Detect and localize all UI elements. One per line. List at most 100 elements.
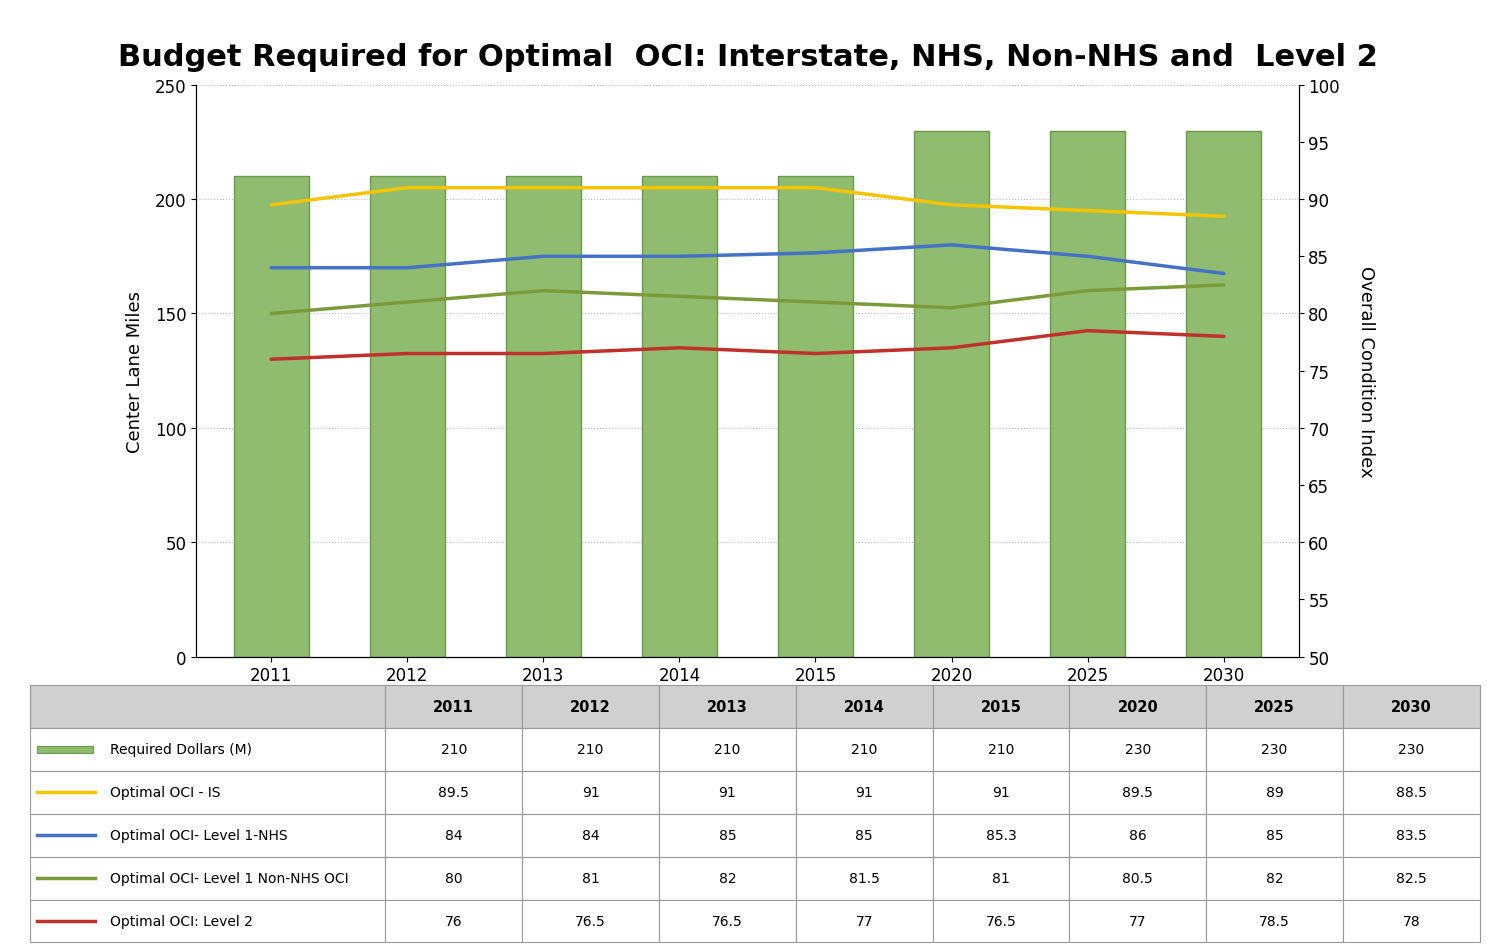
Text: 91: 91 <box>719 785 737 800</box>
FancyBboxPatch shape <box>1342 728 1480 771</box>
Text: 2030: 2030 <box>1391 700 1431 714</box>
FancyBboxPatch shape <box>1069 814 1206 857</box>
Text: 91: 91 <box>992 785 1010 800</box>
Text: 210: 210 <box>988 743 1015 757</box>
FancyBboxPatch shape <box>1342 900 1480 942</box>
Text: 2011: 2011 <box>433 700 474 714</box>
FancyBboxPatch shape <box>933 728 1069 771</box>
Text: Optimal OCI- Level 1 Non-NHS OCI: Optimal OCI- Level 1 Non-NHS OCI <box>110 871 349 885</box>
Bar <box>370 177 444 657</box>
Text: 91: 91 <box>855 785 873 800</box>
Bar <box>234 177 308 657</box>
Text: 82.5: 82.5 <box>1397 871 1427 885</box>
FancyBboxPatch shape <box>1069 771 1206 814</box>
FancyBboxPatch shape <box>30 771 385 814</box>
FancyBboxPatch shape <box>385 900 522 942</box>
FancyBboxPatch shape <box>796 857 933 900</box>
Text: 88.5: 88.5 <box>1395 785 1427 800</box>
Text: Optimal OCI - IS: Optimal OCI - IS <box>110 785 220 800</box>
Text: 210: 210 <box>852 743 877 757</box>
FancyBboxPatch shape <box>522 857 658 900</box>
Text: 76.5: 76.5 <box>713 914 743 928</box>
Title: Budget Required for Optimal  OCI: Interstate, NHS, Non-NHS and  Level 2: Budget Required for Optimal OCI: Interst… <box>118 43 1377 72</box>
Text: 230: 230 <box>1398 743 1424 757</box>
FancyBboxPatch shape <box>385 728 522 771</box>
Text: 80.5: 80.5 <box>1122 871 1154 885</box>
FancyBboxPatch shape <box>796 728 933 771</box>
Text: 81: 81 <box>581 871 599 885</box>
Text: 2025: 2025 <box>1255 700 1296 714</box>
FancyBboxPatch shape <box>658 900 796 942</box>
FancyBboxPatch shape <box>522 728 658 771</box>
FancyBboxPatch shape <box>796 814 933 857</box>
Text: 82: 82 <box>1265 871 1284 885</box>
Text: 85: 85 <box>1265 828 1284 843</box>
Text: 77: 77 <box>856 914 873 928</box>
Text: 86: 86 <box>1129 828 1146 843</box>
Text: Optimal OCI: Level 2: Optimal OCI: Level 2 <box>110 914 252 928</box>
Text: 230: 230 <box>1261 743 1288 757</box>
Text: Required Dollars (M): Required Dollars (M) <box>110 743 252 757</box>
Text: 230: 230 <box>1125 743 1151 757</box>
Text: 2013: 2013 <box>707 700 747 714</box>
FancyBboxPatch shape <box>933 814 1069 857</box>
Y-axis label: Overall Condition Index: Overall Condition Index <box>1356 266 1374 477</box>
FancyBboxPatch shape <box>30 814 385 857</box>
FancyBboxPatch shape <box>522 814 658 857</box>
FancyBboxPatch shape <box>522 900 658 942</box>
FancyBboxPatch shape <box>796 771 933 814</box>
FancyBboxPatch shape <box>385 814 522 857</box>
Text: 84: 84 <box>445 828 462 843</box>
FancyBboxPatch shape <box>1069 857 1206 900</box>
FancyBboxPatch shape <box>1342 857 1480 900</box>
Text: 89: 89 <box>1265 785 1284 800</box>
FancyBboxPatch shape <box>796 900 933 942</box>
FancyBboxPatch shape <box>658 685 796 728</box>
Text: 85: 85 <box>719 828 737 843</box>
Text: 84: 84 <box>581 828 599 843</box>
FancyBboxPatch shape <box>933 771 1069 814</box>
Y-axis label: Center Lane Miles: Center Lane Miles <box>125 290 143 452</box>
Text: 81.5: 81.5 <box>849 871 880 885</box>
Text: 2015: 2015 <box>980 700 1021 714</box>
FancyBboxPatch shape <box>658 771 796 814</box>
Text: 83.5: 83.5 <box>1397 828 1427 843</box>
FancyBboxPatch shape <box>1206 728 1342 771</box>
Text: 210: 210 <box>577 743 604 757</box>
FancyBboxPatch shape <box>1206 857 1342 900</box>
FancyBboxPatch shape <box>385 685 522 728</box>
Bar <box>1187 131 1261 657</box>
Bar <box>778 177 853 657</box>
Bar <box>1051 131 1125 657</box>
Text: 210: 210 <box>441 743 467 757</box>
FancyBboxPatch shape <box>658 857 796 900</box>
Text: 76.5: 76.5 <box>986 914 1016 928</box>
FancyBboxPatch shape <box>1206 685 1342 728</box>
Text: 91: 91 <box>581 785 599 800</box>
FancyBboxPatch shape <box>385 771 522 814</box>
Text: 85: 85 <box>855 828 873 843</box>
Text: 82: 82 <box>719 871 737 885</box>
Text: 85.3: 85.3 <box>986 828 1016 843</box>
Text: 89.5: 89.5 <box>1122 785 1154 800</box>
FancyBboxPatch shape <box>658 728 796 771</box>
FancyBboxPatch shape <box>1206 814 1342 857</box>
Text: 80: 80 <box>445 871 462 885</box>
FancyBboxPatch shape <box>522 771 658 814</box>
Bar <box>914 131 989 657</box>
FancyBboxPatch shape <box>1342 814 1480 857</box>
FancyBboxPatch shape <box>1342 685 1480 728</box>
Text: 89.5: 89.5 <box>438 785 470 800</box>
Text: 2012: 2012 <box>571 700 612 714</box>
Bar <box>506 177 581 657</box>
FancyBboxPatch shape <box>1206 900 1342 942</box>
FancyBboxPatch shape <box>1206 771 1342 814</box>
FancyBboxPatch shape <box>30 728 385 771</box>
FancyBboxPatch shape <box>933 857 1069 900</box>
FancyBboxPatch shape <box>385 857 522 900</box>
Text: 77: 77 <box>1129 914 1146 928</box>
FancyBboxPatch shape <box>38 746 92 753</box>
Text: Optimal OCI- Level 1-NHS: Optimal OCI- Level 1-NHS <box>110 828 287 843</box>
FancyBboxPatch shape <box>1069 728 1206 771</box>
Text: 81: 81 <box>992 871 1010 885</box>
